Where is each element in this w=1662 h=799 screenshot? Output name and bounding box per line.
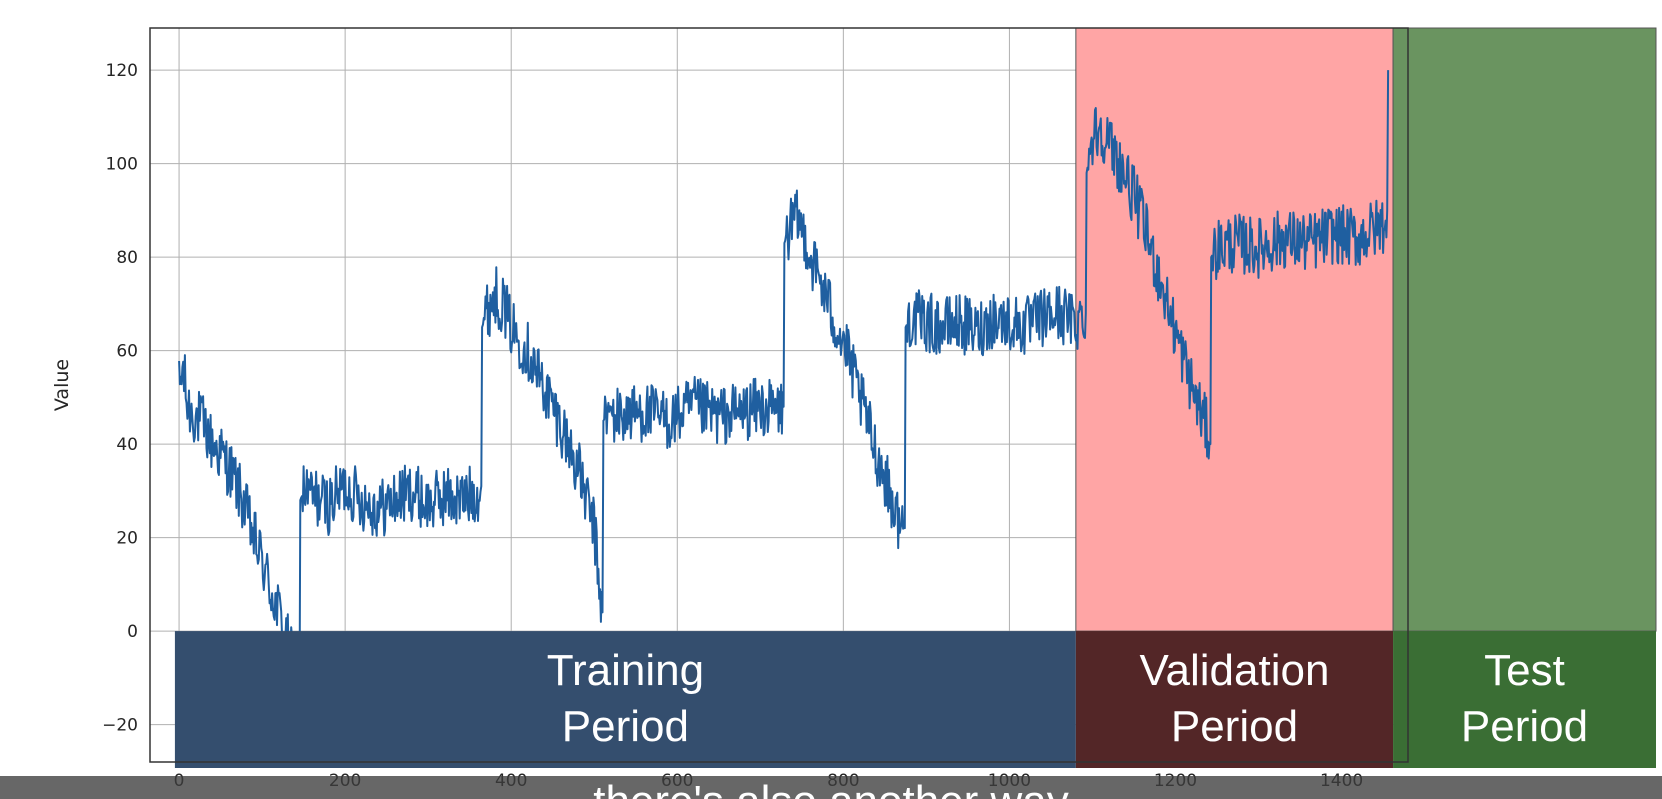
period-band [174, 631, 1076, 768]
y-tick-label: 100 [106, 155, 138, 175]
period-label: Test [1484, 646, 1565, 695]
y-tick-label: 40 [116, 435, 138, 455]
y-tick-label: 120 [106, 61, 138, 81]
y-axis-label: Value [51, 359, 73, 411]
y-tick-label: 60 [116, 342, 138, 362]
caption-text: there's also another way [0, 780, 1662, 799]
period-band [1393, 631, 1656, 768]
plot-frame [149, 27, 1409, 763]
period-highlight [1392, 27, 1657, 632]
y-tick-label: 80 [116, 248, 138, 268]
period-bands: Training Period Validation Period Test Period [174, 631, 1656, 768]
series-line [178, 70, 1390, 719]
period-band [1075, 631, 1394, 768]
period-highlights [1075, 27, 1657, 632]
period-label: Period [1461, 702, 1588, 751]
series-layer [178, 70, 1390, 719]
y-tick-label: 20 [116, 529, 138, 549]
period-label: Training [547, 646, 704, 695]
caption-bar: there's also another way [0, 776, 1662, 799]
period-label: Validation [1139, 646, 1329, 695]
y-tick-label: 0 [127, 622, 138, 642]
y-tick-label: −20 [102, 716, 138, 736]
period-highlight [1075, 27, 1394, 632]
period-label: Period [1171, 702, 1298, 751]
period-label: Period [562, 702, 689, 751]
